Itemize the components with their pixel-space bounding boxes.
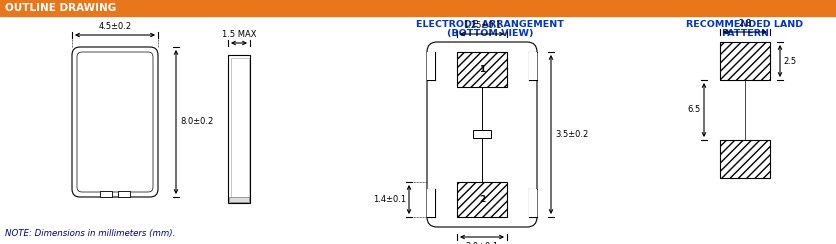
FancyBboxPatch shape (427, 42, 537, 227)
Text: (BOTTOM VIEW): (BOTTOM VIEW) (446, 29, 533, 38)
Bar (229, 197, 249, 202)
Text: 2.5: 2.5 (783, 57, 796, 65)
Text: 8.0±0.2: 8.0±0.2 (180, 118, 213, 126)
Text: 2.0±0.1: 2.0±0.1 (466, 242, 498, 244)
Bar (427, 52, 435, 80)
Text: 1: 1 (479, 65, 485, 74)
Bar (100, 191, 112, 197)
Text: 1.4±0.1: 1.4±0.1 (373, 195, 406, 204)
Bar (228, 55, 250, 203)
Bar (457, 52, 507, 87)
FancyBboxPatch shape (72, 47, 158, 197)
Text: RECOMMENDED LAND: RECOMMENDED LAND (686, 20, 803, 29)
Text: 3.5±0.2: 3.5±0.2 (555, 130, 589, 139)
Text: 1.25±0.1: 1.25±0.1 (463, 21, 502, 30)
Text: 2: 2 (479, 195, 485, 204)
Bar (720, 140, 770, 178)
Bar (427, 189, 435, 217)
Text: NOTE: Dimensions in millimeters (mm).: NOTE: Dimensions in millimeters (mm). (5, 229, 176, 238)
Bar (529, 52, 537, 80)
Text: PATTERN: PATTERN (721, 29, 769, 38)
Text: OUTLINE DRAWING: OUTLINE DRAWING (5, 3, 116, 13)
Bar (529, 189, 537, 217)
Bar (457, 182, 507, 217)
Bar (720, 42, 770, 80)
Bar (0, 0, 836, 16)
Text: 2.8: 2.8 (738, 19, 752, 28)
Text: 4.5±0.2: 4.5±0.2 (99, 22, 131, 31)
Bar (231, 58, 249, 202)
Text: 1.5 MAX: 1.5 MAX (222, 30, 257, 39)
Bar (473, 130, 491, 138)
Text: 6.5: 6.5 (688, 105, 701, 114)
Bar (118, 191, 130, 197)
Text: ELECTRODE ARRANGEMENT: ELECTRODE ARRANGEMENT (416, 20, 564, 29)
FancyBboxPatch shape (77, 52, 153, 192)
